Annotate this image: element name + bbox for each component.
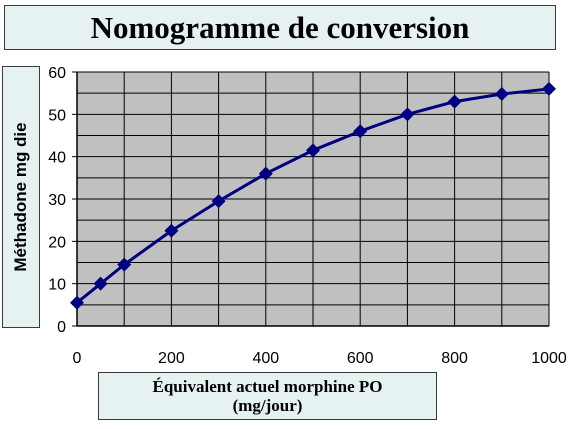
y-tick-label: 30 [48,192,66,209]
y-axis-label-box: Méthadone mg die [2,66,40,328]
data-point-marker [164,223,179,238]
y-tick-label: 60 [48,65,66,82]
x-axis-label-line1: Équivalent actuel morphine PO [152,377,383,396]
data-point-marker [306,143,320,158]
data-point-marker [400,107,415,122]
gridlines [76,71,550,327]
x-tick-label: 0 [73,350,82,367]
y-tick-label: 20 [48,234,66,251]
title-box: Nomogramme de conversion [4,5,556,50]
series-line [76,87,550,304]
x-tick-label: 1000 [531,350,567,367]
axes [72,71,549,327]
data-point-marker [211,194,226,209]
data-point-marker [117,257,132,272]
x-tick-labels: 0 200 400 600 800 1000 [73,350,567,367]
y-tick-label: 50 [48,107,66,124]
data-point-marker [447,94,462,109]
chart-title: Nomogramme de conversion [90,9,470,45]
x-tick-label: 200 [158,350,185,367]
data-point-marker [353,124,368,139]
x-axis-label-box: Équivalent actuel morphine PO (mg/jour) [98,372,437,420]
data-point-marker [70,295,84,310]
data-point-marker [258,166,273,181]
x-axis-label-line2: (mg/jour) [232,396,303,415]
y-tick-label: 40 [48,150,66,167]
x-tick-label: 800 [441,350,468,367]
x-tick-label: 400 [252,350,279,367]
data-point-marker [494,87,509,102]
y-tick-labels: 0 10 20 30 40 50 60 [48,65,66,336]
y-tick-label: 0 [57,319,66,336]
data-point-marker [542,81,556,96]
y-tick-label: 10 [48,277,66,294]
data-point-marker [93,276,108,291]
x-tick-label: 600 [347,350,374,367]
series-group [70,81,556,310]
